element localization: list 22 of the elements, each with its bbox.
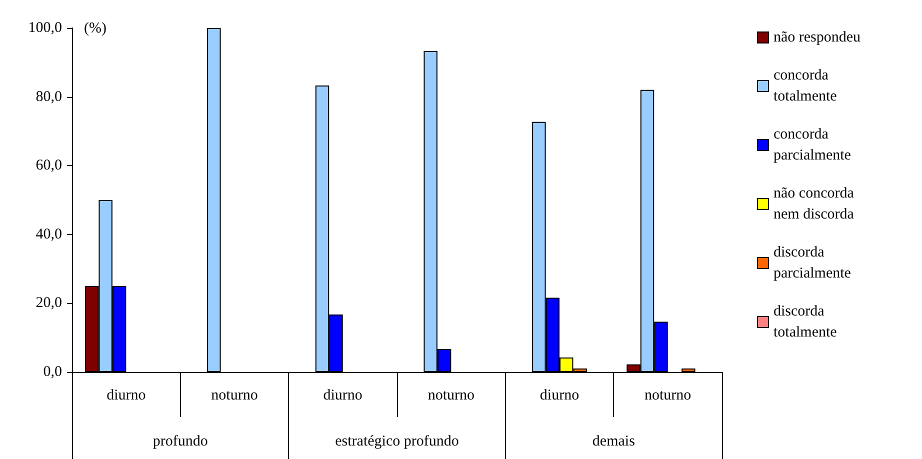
y-tick-label: 20,0 [36,295,62,312]
x-tick-label: noturno [644,388,692,404]
legend-label: concorda totalmente [774,68,838,104]
y-tick-label: 80,0 [36,88,62,105]
legend-label: discorda totalmente [774,304,838,340]
y-tick-label: 40,0 [36,226,62,242]
legend-label: discorda parcialmente [774,244,852,282]
y-tick-label: 0,0 [43,364,62,380]
y-axis-title: (%) [84,20,106,36]
x-tick-label: noturno [428,388,475,404]
legend-label: não respondeu [774,30,862,46]
text: estratégico profundo [335,434,459,450]
y-tick-label: 60,0 [36,158,62,174]
x-tick-label: diurno [106,388,146,404]
x-tick-label: diurno [323,388,362,404]
y-tick-label: 100,0 [28,20,62,36]
legend-label: não concorda nem discorda [774,186,858,222]
text: profundo [152,434,208,450]
x-tick-label: noturno [211,388,258,404]
text: demais [592,434,636,450]
x-tick-label: diurno [540,388,580,404]
legend-label: concorda parcialmente [774,126,852,164]
